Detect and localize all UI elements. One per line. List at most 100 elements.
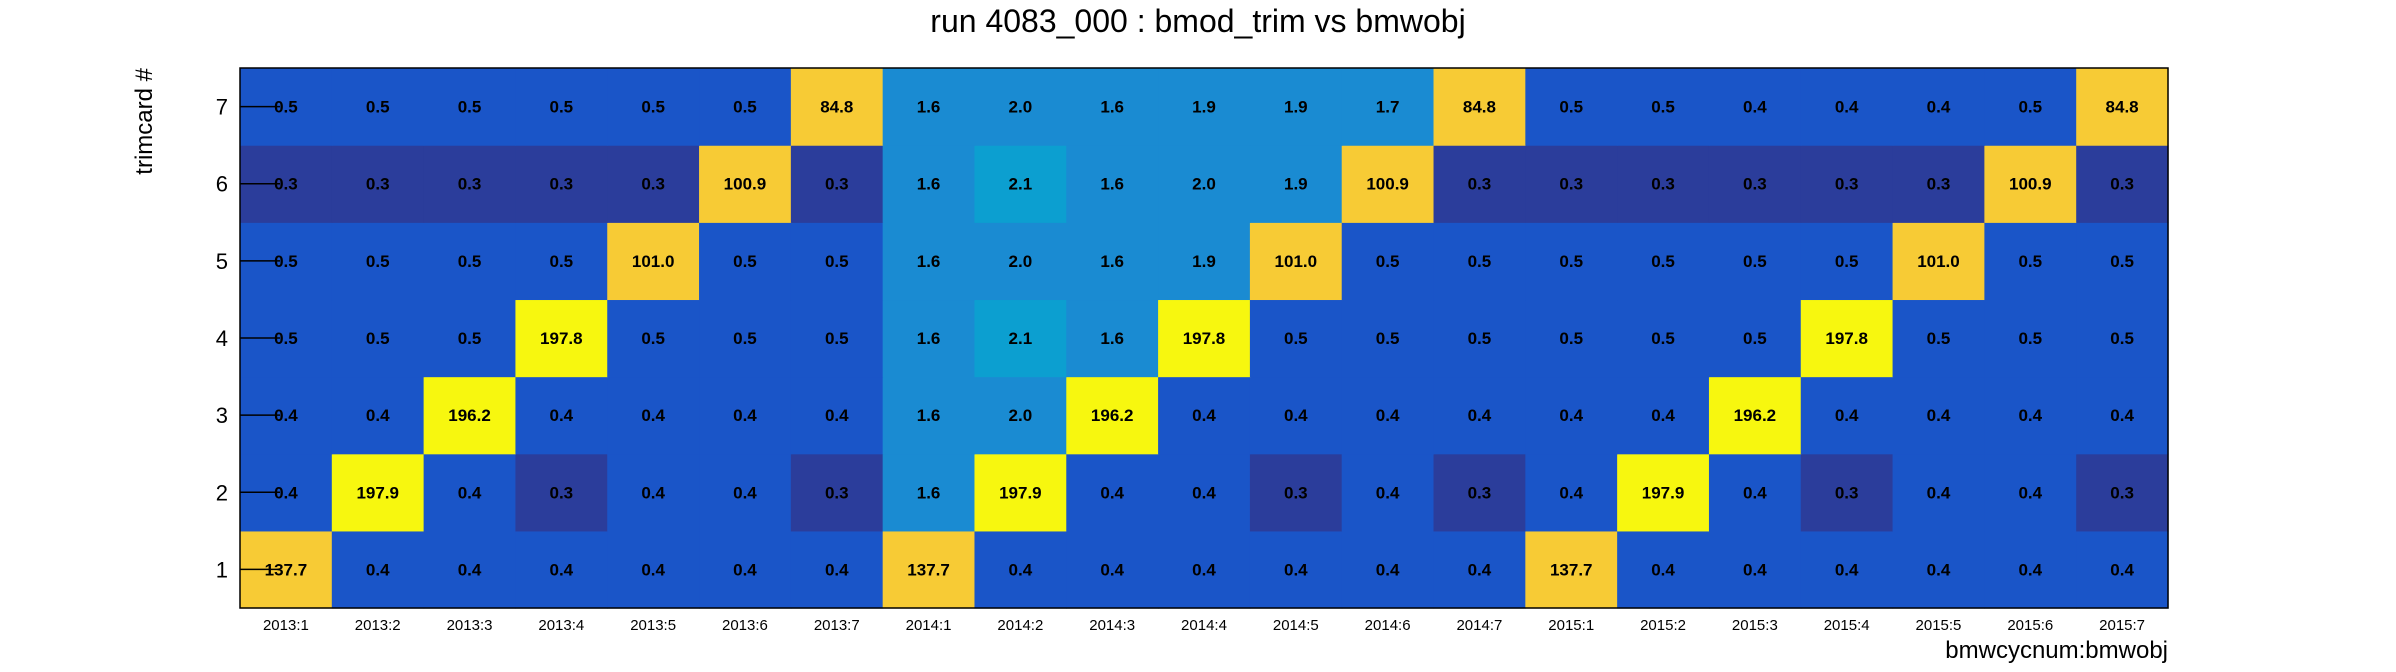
heatmap-cell xyxy=(515,376,608,455)
y-tick-label: 5 xyxy=(216,249,228,274)
heatmap-cell xyxy=(515,145,608,223)
heatmap-cell xyxy=(1892,145,1985,223)
heatmap-cell xyxy=(1984,222,2077,301)
cell-value-label: 0.3 xyxy=(825,483,849,502)
heatmap-cell xyxy=(1433,68,1526,146)
cell-value-label: 100.9 xyxy=(1366,175,1409,194)
heatmap-cell xyxy=(974,453,1067,532)
cell-value-label: 0.5 xyxy=(1651,329,1675,348)
heatmap-cell xyxy=(1249,530,1343,609)
x-axis: 2013:1 2013:2 2013:3 2013:4 2013:5 2013:6 2013… xyxy=(263,617,2145,634)
cell-value-label: 0.4 xyxy=(1835,98,1859,117)
heatmap-cell xyxy=(974,376,1067,455)
cell-value-label: 101.0 xyxy=(1917,252,1960,271)
heatmap-cell xyxy=(423,145,517,223)
heatmap-cell xyxy=(974,68,1067,146)
heatmap-cell xyxy=(1892,299,1985,378)
y-axis-title: trimcard # xyxy=(131,67,158,174)
heatmap-cell xyxy=(1525,376,1618,455)
cell-value-label: 0.3 xyxy=(1743,175,1767,194)
cell-value-label: 0.3 xyxy=(1468,483,1492,502)
cell-value-label: 0.4 xyxy=(641,406,665,425)
heatmap-cell xyxy=(515,453,608,532)
cell-value-label: 0.4 xyxy=(550,406,574,425)
heatmap-cell xyxy=(1433,376,1526,455)
cell-value-label: 0.4 xyxy=(1192,483,1216,502)
x-tick-label: 2015:5 xyxy=(1916,617,1962,634)
y-axis: 1 2 3 4 5 6 7 xyxy=(216,95,280,582)
heatmap-cell xyxy=(882,145,976,223)
cell-value-label: 2.0 xyxy=(1009,406,1033,425)
heatmap-cell xyxy=(423,299,517,378)
cell-value-label: 196.2 xyxy=(448,406,491,425)
cell-value-label: 0.3 xyxy=(1927,175,1951,194)
cell-value-label: 0.4 xyxy=(274,406,298,425)
heatmap-cell xyxy=(1984,299,2077,378)
heatmap-cell xyxy=(1066,530,1159,609)
cell-value-label: 0.4 xyxy=(1192,406,1216,425)
heatmap-cell xyxy=(1433,453,1526,532)
cell-value-label: 0.3 xyxy=(458,175,482,194)
heatmap-cell xyxy=(1984,68,2077,146)
cell-value-label: 100.9 xyxy=(724,175,767,194)
heatmap-cell xyxy=(1984,453,2077,532)
heatmap-cell xyxy=(1800,222,1894,301)
heatmap-cell xyxy=(1708,453,1802,532)
heatmap-cell xyxy=(1249,222,1343,301)
cell-value-label: 196.2 xyxy=(1734,406,1777,425)
cell-value-label: 101.0 xyxy=(1275,252,1318,271)
heatmap-cell xyxy=(2076,376,2169,455)
heatmap-cell xyxy=(1525,222,1618,301)
cell-value-label: 0.3 xyxy=(1284,483,1308,502)
cell-value-label: 0.5 xyxy=(2018,98,2042,117)
cell-value-label: 197.8 xyxy=(1825,329,1868,348)
heatmap-cell xyxy=(1433,222,1526,301)
cell-value-label: 0.4 xyxy=(1468,560,1492,579)
cell-value-label: 0.4 xyxy=(1743,560,1767,579)
cell-value-label: 137.7 xyxy=(907,560,950,579)
cell-value-label: 0.5 xyxy=(2110,252,2134,271)
x-tick-label: 2014:5 xyxy=(1273,617,1319,634)
heatmap-cell xyxy=(790,299,884,378)
heatmap-cell xyxy=(1433,145,1526,223)
heatmap-cell xyxy=(699,299,792,378)
heatmap-cell xyxy=(1341,68,1435,146)
heatmap-cell xyxy=(1708,145,1802,223)
heatmap-cell xyxy=(1984,145,2077,223)
x-tick-label: 2014:7 xyxy=(1456,617,1502,634)
heatmap-cell xyxy=(1984,530,2077,609)
heatmap-cell xyxy=(1617,222,1710,301)
cell-value-label: 0.4 xyxy=(1192,560,1216,579)
heatmap-cell xyxy=(974,145,1067,223)
cell-value-label: 0.4 xyxy=(1376,406,1400,425)
heatmap-cell xyxy=(1800,453,1894,532)
heatmap-cell xyxy=(2076,68,2169,146)
heatmap-cell xyxy=(2076,530,2169,609)
x-tick-label: 2014:4 xyxy=(1181,617,1227,634)
cell-value-label: 0.4 xyxy=(1468,406,1492,425)
cell-value-label: 0.3 xyxy=(1559,175,1583,194)
cell-value-label: 1.6 xyxy=(917,175,941,194)
cell-value-label: 2.1 xyxy=(1009,175,1033,194)
cell-value-label: 0.3 xyxy=(2110,483,2134,502)
heatmap-cell xyxy=(974,530,1067,609)
heatmap-cell xyxy=(423,222,517,301)
heatmap-cell xyxy=(2076,453,2169,532)
cell-value-label: 84.8 xyxy=(2106,98,2139,117)
heatmap-cell xyxy=(1158,453,1251,532)
cell-value-label: 0.4 xyxy=(1100,483,1124,502)
cell-value-label: 1.9 xyxy=(1284,98,1308,117)
heatmap-cell xyxy=(699,530,792,609)
cell-value-label: 0.4 xyxy=(1743,483,1767,502)
cell-value-label: 101.0 xyxy=(632,252,675,271)
cell-value-label: 0.5 xyxy=(274,252,298,271)
cell-value-label: 2.0 xyxy=(1192,175,1216,194)
heatmap-cell xyxy=(1617,376,1710,455)
cell-value-label: 0.4 xyxy=(458,560,482,579)
heatmap-cell xyxy=(1158,222,1251,301)
cell-value-label: 197.8 xyxy=(540,329,583,348)
heatmap-cell xyxy=(882,299,976,378)
heatmap-cell xyxy=(607,299,700,378)
heatmap-cell xyxy=(607,376,700,455)
cell-value-label: 0.3 xyxy=(1835,483,1859,502)
